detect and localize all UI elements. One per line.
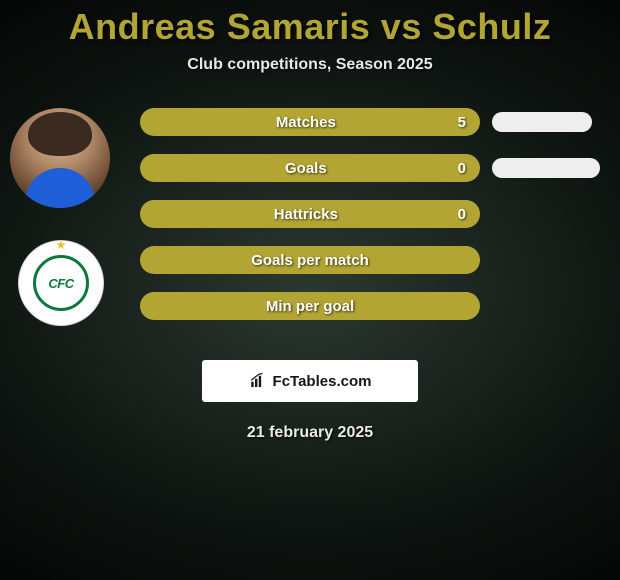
stat-row: Hattricks0 — [140, 200, 600, 228]
stats-area: ★ CFC Matches5Goals0Hattricks0Goals per … — [0, 108, 620, 348]
stat-value-left: 0 — [458, 160, 466, 177]
stat-rows: Matches5Goals0Hattricks0Goals per matchM… — [140, 108, 600, 338]
stat-bar-left: Hattricks0 — [140, 200, 480, 228]
stat-row: Min per goal — [140, 292, 600, 320]
player-avatar — [10, 108, 110, 208]
attribution-text: FcTables.com — [273, 373, 372, 390]
club-initials: CFC — [48, 276, 73, 291]
club-badge: CFC — [33, 255, 89, 311]
bar-chart-icon — [249, 372, 267, 390]
stat-pill-right — [492, 112, 592, 132]
stat-bar-left: Min per goal — [140, 292, 480, 320]
stat-label: Goals — [154, 160, 458, 177]
stat-bar-left: Goals per match — [140, 246, 480, 274]
stat-label: Hattricks — [154, 206, 458, 223]
subtitle: Club competitions, Season 2025 — [0, 56, 620, 74]
stat-bar-left: Goals0 — [140, 154, 480, 182]
comparison-card: Andreas Samaris vs Schulz Club competiti… — [0, 0, 620, 580]
star-icon: ★ — [56, 240, 67, 252]
stat-row: Matches5 — [140, 108, 600, 136]
stat-row: Goals0 — [140, 154, 600, 182]
stat-value-left: 5 — [458, 114, 466, 131]
stat-row: Goals per match — [140, 246, 600, 274]
stat-pill-right — [492, 158, 600, 178]
stat-label: Goals per match — [154, 252, 466, 269]
attribution-badge: FcTables.com — [202, 360, 418, 402]
stat-bar-left: Matches5 — [140, 108, 480, 136]
stat-label: Matches — [154, 114, 458, 131]
page-title: Andreas Samaris vs Schulz — [0, 6, 620, 48]
stat-label: Min per goal — [154, 298, 466, 315]
stat-value-left: 0 — [458, 206, 466, 223]
club-avatar: ★ CFC — [18, 240, 104, 326]
date-label: 21 february 2025 — [0, 424, 620, 442]
